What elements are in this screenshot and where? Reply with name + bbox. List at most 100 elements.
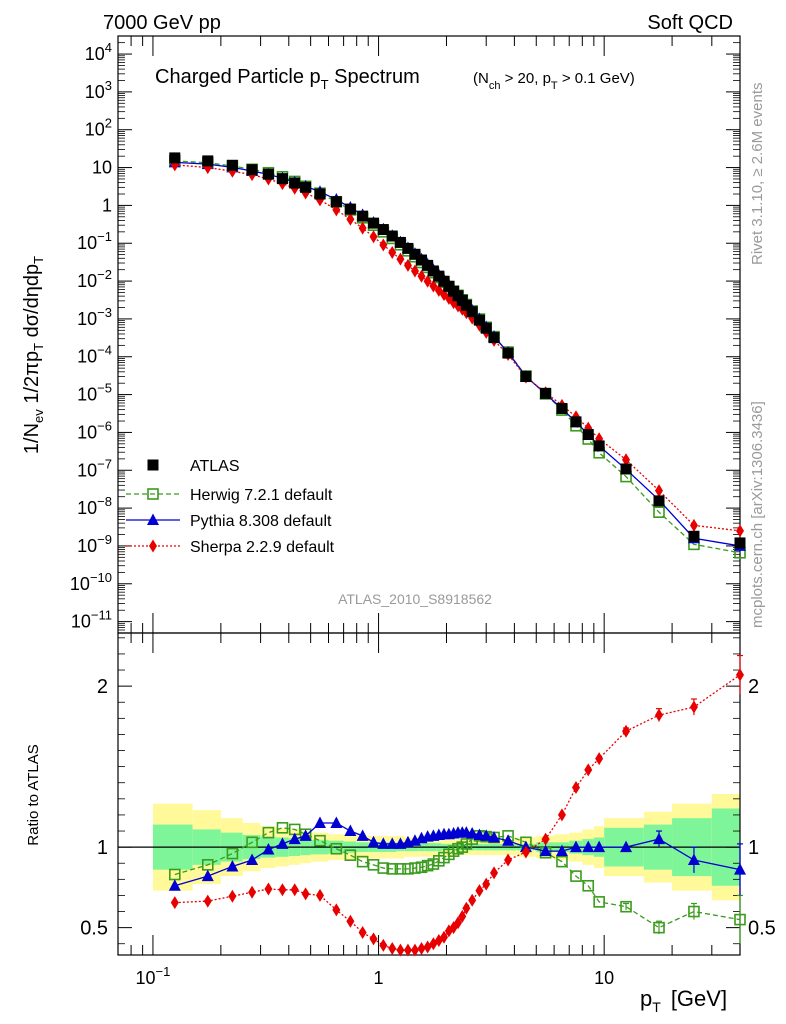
herwig-ratio-point: [344, 849, 357, 861]
atlas-main-point: [520, 371, 532, 383]
atlas-main-point: [357, 210, 369, 222]
sherpa-ratio-point: [595, 752, 604, 766]
atlas-main-point: [620, 463, 632, 475]
sherpa-ratio-point: [203, 894, 212, 908]
pythia-ratio-point: [687, 853, 700, 866]
atlas-main-point: [688, 530, 700, 542]
sherpa-main-point: [410, 264, 419, 278]
pythia-ratio-point: [201, 869, 214, 882]
atlas-main-point: [570, 416, 582, 428]
sherpa-ratio-point: [622, 724, 631, 738]
sherpa-ratio-point: [396, 943, 405, 957]
atlas-main-point: [344, 203, 356, 215]
atlas-main-point: [289, 177, 301, 189]
herwig-ratio-point: [688, 905, 700, 918]
sherpa-ratio-point: [379, 938, 388, 952]
pythia-ratio-point: [653, 832, 666, 845]
herwig-ratio-point: [556, 855, 568, 868]
sherpa-ratio-point: [571, 781, 580, 795]
sherpa-ratio-point: [248, 885, 257, 899]
sherpa-main-point: [369, 230, 378, 244]
sherpa-main-point: [689, 518, 698, 532]
herwig-ratio-point: [653, 921, 665, 934]
y-tick-label: 10−4: [77, 343, 112, 367]
sherpa-main-point: [429, 279, 438, 293]
herwig-ratio-point: [415, 861, 428, 874]
y-tick-label: 10: [92, 158, 112, 178]
herwig-ratio-point: [246, 836, 258, 849]
atlas-main-point: [473, 314, 485, 326]
y-tick-label: 10−6: [77, 418, 112, 442]
sherpa-ratio-point: [736, 668, 744, 682]
atlas-main-point: [593, 440, 605, 452]
y-tick-label: 10−9: [77, 532, 112, 556]
herwig-ratio-point: [386, 863, 399, 875]
herwig-ratio-point: [570, 870, 582, 882]
side-label-top: Rivet 3.1.10, ≥ 2.6M events: [749, 83, 766, 266]
y-tick-label: 10−5: [77, 381, 112, 405]
pythia-ratio-point: [288, 832, 301, 845]
sherpa-ratio-point: [439, 930, 448, 944]
legend-pythia-label: Pythia 8.308 default: [190, 513, 332, 530]
y-tick-label: 10−7: [77, 456, 112, 480]
sherpa-main-point: [417, 269, 426, 283]
pythia-ratio-point: [593, 840, 606, 853]
atlas-main-point: [734, 537, 746, 549]
sherpa-ratio-point: [541, 832, 550, 846]
pythia-ratio-point: [480, 829, 493, 841]
ratio-y-tick-label: 0.5: [80, 918, 108, 940]
atlas-main-point: [377, 224, 389, 236]
sherpa-main-point: [379, 238, 388, 252]
atlas-main-point: [480, 322, 492, 334]
sherpa-ratio-point: [417, 942, 426, 956]
ratio-y-tick-label-right: 2: [748, 676, 759, 698]
sherpa-ratio-point: [454, 916, 463, 930]
atlas-main-point: [415, 254, 427, 266]
atlas-main-point: [300, 181, 312, 193]
sherpa-ratio-point: [584, 763, 593, 777]
plot-title: Charged Particle pT Spectrum: [155, 66, 420, 92]
herwig-ratio-point: [593, 896, 605, 908]
x-tick-label: 10: [594, 968, 614, 988]
pythia-ratio-point: [386, 837, 399, 849]
sherpa-main-line: [174, 164, 741, 532]
atlas-main-point: [422, 259, 434, 271]
x-axis-label: pT [GeV]: [640, 986, 727, 1015]
y-tick-label: 10−3: [77, 305, 112, 329]
atlas-main-point: [368, 217, 380, 229]
legend-herwig-label: Herwig 7.2.1 default: [190, 487, 333, 504]
herwig-ratio-point: [314, 834, 326, 847]
sherpa-ratio-point: [462, 901, 471, 915]
pythia-ratio-point: [313, 816, 326, 828]
atlas-main-point: [653, 495, 665, 507]
herwig-ratio-point: [402, 863, 414, 875]
herwig-ratio-point: [394, 863, 407, 875]
sherpa-ratio-point: [504, 853, 513, 867]
sherpa-ratio-point: [482, 877, 491, 891]
sherpa-ratio-point: [278, 883, 287, 897]
x-tick-label: 10−1: [136, 964, 171, 988]
ratio-plot: 10−1 1 10 0.5 0.5 1 1 2 2: [80, 632, 776, 988]
sherpa-main-point: [396, 252, 405, 266]
x-tick-label: 1: [374, 968, 384, 988]
main-ylabel: 1/Nev 1/2πpT dσ/dηdpT: [21, 256, 46, 454]
pythia-ratio-point: [299, 829, 312, 841]
sherpa-ratio-point: [228, 889, 237, 903]
sherpa-ratio-point: [557, 808, 566, 822]
atlas-main-point: [488, 332, 500, 344]
ratio-y-tick-label-right: 0.5: [748, 918, 776, 940]
atlas-main-point: [202, 155, 214, 167]
herwig-ratio-point: [262, 826, 275, 839]
pythia-ratio-point: [539, 844, 552, 857]
atlas-main-point: [466, 306, 478, 318]
ratio-y-tick-label: 2: [97, 676, 108, 698]
sherpa-ratio-point: [358, 925, 367, 939]
atlas-main-point: [460, 299, 472, 311]
sherpa-ratio-point: [301, 887, 310, 901]
pythia-ratio-point: [226, 859, 239, 872]
sherpa-main-point: [622, 453, 631, 467]
sherpa-main-point: [736, 524, 744, 538]
herwig-ratio-point: [620, 900, 632, 913]
herwig-ratio-point: [330, 842, 343, 855]
ratio-y-tick-label: 1: [97, 837, 108, 859]
